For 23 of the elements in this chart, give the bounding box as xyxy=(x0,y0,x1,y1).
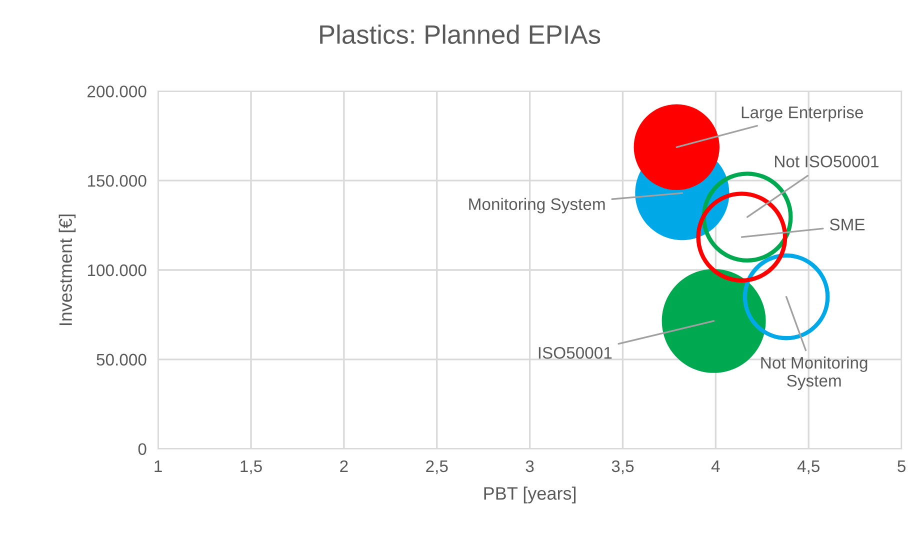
x-tick-label: 1,5 xyxy=(240,460,262,474)
text: ISO50001 xyxy=(538,346,612,359)
y-tick-label: 50.000 xyxy=(96,354,146,366)
y-axis-title: Investment [€] xyxy=(58,214,76,326)
x-tick-label: 4 xyxy=(711,460,720,472)
y-tick-label: 200.000 xyxy=(88,86,146,98)
chart-title: Plastics: Planned EPIAs xyxy=(320,24,600,44)
series-label: Not ISO50001 xyxy=(775,156,878,168)
series-label: Large Enterprise xyxy=(742,106,864,122)
x-tick-label: 3 xyxy=(526,460,534,472)
text: SME xyxy=(830,218,865,230)
x-axis-title: PBT [years] xyxy=(484,486,576,504)
y-tick-label: 150.000 xyxy=(88,174,146,187)
x-tick-label: 3,5 xyxy=(612,460,634,474)
y-tick-label: 100.000 xyxy=(88,264,146,276)
x-tick-label: 2,5 xyxy=(426,460,448,474)
series-label: Monitoring System xyxy=(469,198,605,214)
x-tick-label: 1 xyxy=(154,460,162,472)
y-tick-label: 0 xyxy=(138,443,146,456)
x-tick-label: 2 xyxy=(340,460,348,472)
x-tick-label: 4,5 xyxy=(797,460,820,474)
x-tick-label: 5 xyxy=(898,460,906,472)
series-label: Not Monitoring System xyxy=(761,356,868,390)
